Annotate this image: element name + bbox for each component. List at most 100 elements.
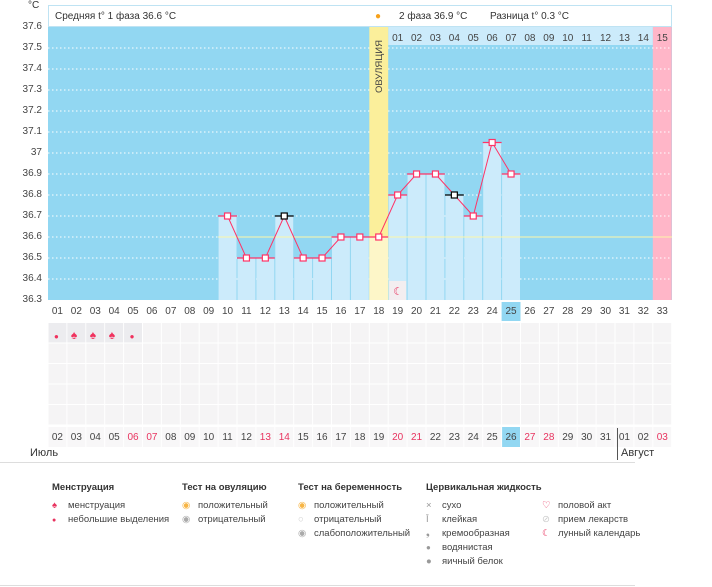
cycle-day-label[interactable]: 06 (146, 306, 158, 317)
cycle-day-label[interactable]: 25 (505, 306, 517, 317)
date-label[interactable]: 13 (259, 432, 271, 443)
cycle-day-label[interactable]: 22 (448, 306, 460, 317)
cycle-day-label[interactable]: 09 (203, 306, 215, 317)
date-label[interactable]: 07 (146, 432, 158, 443)
date-label[interactable]: 25 (486, 432, 498, 443)
symptom-cell (653, 323, 672, 343)
date-label[interactable]: 24 (467, 432, 479, 443)
date-label[interactable]: 19 (373, 432, 385, 443)
cycle-day-label[interactable]: 20 (410, 306, 423, 317)
date-label[interactable]: 12 (240, 432, 252, 443)
date-label[interactable]: 22 (429, 432, 441, 443)
date-label[interactable]: 04 (89, 432, 101, 443)
phase2-day-label[interactable]: 13 (618, 33, 630, 44)
cycle-day-label[interactable]: 14 (297, 306, 309, 317)
date-label[interactable]: 06 (127, 432, 139, 443)
date-label[interactable]: 09 (184, 432, 196, 443)
date-label[interactable]: 30 (581, 432, 593, 443)
date-label[interactable]: 26 (505, 432, 517, 443)
date-label[interactable]: 17 (335, 432, 347, 443)
temperature-point (261, 254, 269, 262)
date-label[interactable]: 20 (392, 432, 404, 443)
cycle-day-label[interactable]: 10 (221, 306, 234, 317)
date-label[interactable]: 02 (51, 432, 63, 443)
date-label[interactable]: 05 (108, 432, 120, 443)
date-label[interactable]: 14 (278, 432, 290, 443)
cycle-day-label[interactable]: 02 (70, 306, 82, 317)
phase2-day-label[interactable]: 06 (486, 33, 498, 44)
symptom-cell (237, 405, 256, 425)
temperature-point (242, 254, 251, 262)
symptom-cell (256, 323, 275, 343)
cycle-day-label[interactable]: 05 (127, 306, 139, 317)
date-label[interactable]: 23 (448, 432, 460, 443)
cycle-day-label[interactable]: 30 (599, 306, 612, 317)
date-label[interactable]: 08 (165, 432, 177, 443)
date-label[interactable]: 02 (637, 432, 649, 443)
cycle-day-label[interactable]: 08 (184, 306, 196, 317)
phase2-day-label[interactable]: 10 (562, 33, 574, 44)
temperature-bar (313, 258, 331, 300)
symptom-cell (426, 323, 445, 343)
date-label[interactable]: 27 (524, 432, 536, 443)
symptom-cell (143, 364, 161, 384)
symptom-cell (615, 405, 634, 425)
date-label[interactable]: 15 (297, 432, 309, 443)
phase2-day-label[interactable]: 01 (392, 33, 404, 44)
date-label[interactable]: 03 (656, 432, 668, 443)
date-label[interactable]: 03 (70, 432, 82, 443)
cycle-day-label[interactable]: 33 (656, 306, 668, 317)
phase2-day-label[interactable]: 03 (429, 33, 441, 44)
cycle-day-label[interactable]: 01 (51, 306, 63, 317)
phase2-day-label[interactable]: 12 (599, 33, 612, 44)
phase2-day-label[interactable]: 08 (524, 33, 536, 44)
date-label[interactable]: 16 (316, 432, 328, 443)
negative-icon: ○ (298, 514, 304, 525)
cycle-day-label[interactable]: 12 (259, 306, 271, 317)
menstruation-icon: ♠ (109, 328, 116, 342)
cycle-day-label[interactable]: 24 (486, 306, 498, 317)
phase2-day-label[interactable]: 07 (505, 33, 517, 44)
cycle-day-label[interactable]: 18 (373, 306, 385, 317)
cycle-day-label[interactable]: 15 (316, 306, 328, 317)
cycle-day-label[interactable]: 21 (429, 306, 441, 317)
phase2-day-label[interactable]: 05 (467, 33, 479, 44)
menstruation-cell (124, 323, 142, 343)
cycle-day-label[interactable]: 23 (467, 306, 479, 317)
phase2-day-label[interactable]: 04 (448, 33, 460, 44)
phase2-day-label[interactable]: 11 (581, 33, 592, 44)
date-label[interactable]: 28 (543, 432, 555, 443)
cycle-day-label[interactable]: 28 (562, 306, 574, 317)
cycle-day-label[interactable]: 26 (524, 306, 536, 317)
y-tick-label: 36.9 (22, 168, 42, 179)
date-label[interactable]: 21 (410, 432, 423, 443)
symptom-cell (521, 384, 539, 404)
symptom-cell (596, 323, 615, 343)
cycle-day-label[interactable]: 19 (392, 306, 404, 317)
cycle-day-label[interactable]: 32 (637, 306, 649, 317)
cycle-day-label[interactable]: 31 (618, 306, 630, 317)
phase2-day-label[interactable]: 09 (543, 33, 555, 44)
phase2-day-label[interactable]: 14 (637, 33, 649, 44)
symptom-cell (539, 364, 558, 384)
cycle-day-label[interactable]: 16 (335, 306, 347, 317)
date-label[interactable]: 31 (599, 432, 612, 443)
phase2-day-label[interactable]: 02 (410, 33, 423, 44)
cycle-day-label[interactable]: 29 (581, 306, 593, 317)
date-label[interactable]: 18 (354, 432, 366, 443)
date-label[interactable]: 11 (222, 432, 233, 443)
cycle-day-label[interactable]: 11 (241, 306, 252, 317)
phase2-day-label[interactable]: 15 (656, 33, 668, 44)
cycle-day-label[interactable]: 27 (543, 306, 555, 317)
cycle-day-label[interactable]: 07 (165, 306, 177, 317)
cycle-day-label[interactable]: 04 (108, 306, 120, 317)
date-label[interactable]: 10 (203, 432, 215, 443)
cycle-day-label[interactable]: 17 (354, 306, 366, 317)
date-label[interactable]: 29 (562, 432, 574, 443)
date-label[interactable]: 01 (618, 432, 630, 443)
cycle-day-label[interactable]: 13 (278, 306, 290, 317)
symptom-cell (634, 364, 653, 384)
cycle-day-label[interactable]: 03 (89, 306, 101, 317)
symptom-cell (407, 364, 426, 384)
